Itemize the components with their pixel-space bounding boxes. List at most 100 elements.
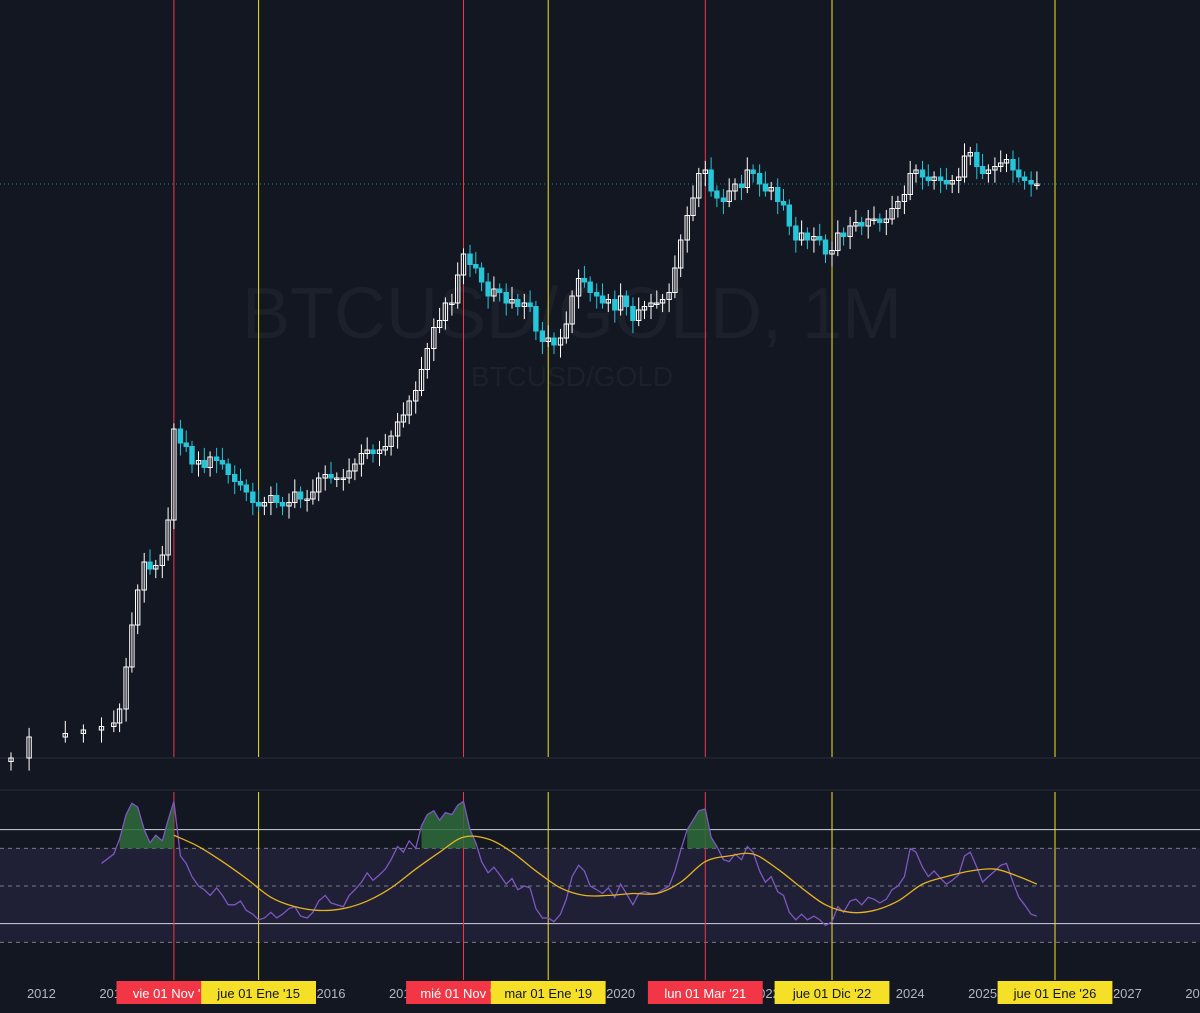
candle-body [243,484,249,493]
candle-body [931,176,937,181]
x-tick-label-2016: 2016 [317,986,346,1001]
candle-body [406,400,412,416]
candle-body [829,250,835,255]
candle-body [129,624,135,668]
candle-body [895,201,901,209]
candle-body [617,295,624,311]
candle-body [840,232,847,237]
candle-body [394,421,401,437]
candle-body [268,495,274,503]
candle-body [883,218,890,223]
candle-body [871,218,877,221]
candle-body [195,460,202,465]
marker-label-bg [997,981,1113,1004]
candle-body [509,299,515,304]
candle-body [8,757,14,762]
candle-body [80,729,87,734]
candle-body [817,236,823,241]
candle-body [768,187,774,192]
marker-label-text: mar 01 Ene '19 [504,986,592,1001]
candle-body [865,218,871,227]
x-tick-label-2028: 2028 [1185,986,1200,1001]
marker-label-bg [647,981,763,1004]
candle-body [413,390,419,402]
candle-body [720,197,727,202]
candle-body [449,302,455,305]
candle-body [213,456,220,461]
x-tick-label-2027: 2027 [1113,986,1142,1001]
candle-body [304,498,310,501]
candle-body [346,470,352,479]
candle-body [315,477,322,493]
watermark-description: BTCUSD/GOLD [471,361,673,392]
candle-body [726,190,732,202]
candle-body [708,169,714,192]
candle-body [654,302,660,305]
candle-body [485,281,491,297]
marker-label-4: lun 01 Mar '21 [647,981,763,1004]
candle-body [690,197,696,216]
candle-body [605,299,611,304]
candle-body [165,519,171,556]
x-tick-label-2025: 2025 [968,986,997,1001]
candle-body [1003,159,1010,164]
candle-body [599,295,606,304]
candle-body [491,288,497,297]
candle-body [835,232,841,251]
candle-body [503,292,509,304]
candle-body [569,295,575,325]
candle-body [219,460,226,465]
candle-body [460,253,467,276]
candle-body [98,726,105,731]
candle-body [250,491,256,503]
candle-body [877,218,883,223]
marker-label-text: jue 01 Ene '26 [1013,986,1097,1001]
candle-body [334,477,340,480]
candle-body [551,337,557,346]
candle-body [388,435,394,447]
candle-body [328,474,334,479]
candle-body [979,166,986,174]
marker-label-text: vie 01 Nov '13 [133,986,215,1001]
candle-body [858,222,865,227]
candle-body [382,446,389,451]
candle-body [575,278,582,297]
candle-body [925,176,931,181]
candle-body [992,166,998,171]
candle-body [648,302,654,307]
candle-body [116,708,123,724]
candle-body [949,180,955,185]
rsi-line [101,800,1038,927]
candle-body [310,491,316,500]
candle-body [937,176,944,181]
marker-label-text: mié 01 Nov '17 [420,986,506,1001]
candle-body [147,561,153,570]
candle-body [581,278,588,283]
candle-body [998,162,1004,167]
candle-body [26,736,32,759]
candle-body [274,495,280,503]
candle-body [159,554,166,566]
candle-body [956,176,962,181]
candle-body [974,152,980,167]
candle-body [286,502,292,507]
candle-body [786,204,792,227]
candle-body [496,288,503,293]
candle-body [985,169,992,174]
rsi-moving-average [173,834,1038,914]
candles [8,143,1040,771]
candle-body [201,460,208,468]
candle-body [123,666,129,710]
candle-body [750,169,756,174]
candle-body [111,722,117,727]
candle-body [358,453,365,465]
candle-body [261,502,268,507]
candle-body [732,183,738,192]
candle-body [436,320,443,328]
candle-body [804,232,811,241]
candle-body [919,169,926,178]
candle-body [207,456,213,468]
